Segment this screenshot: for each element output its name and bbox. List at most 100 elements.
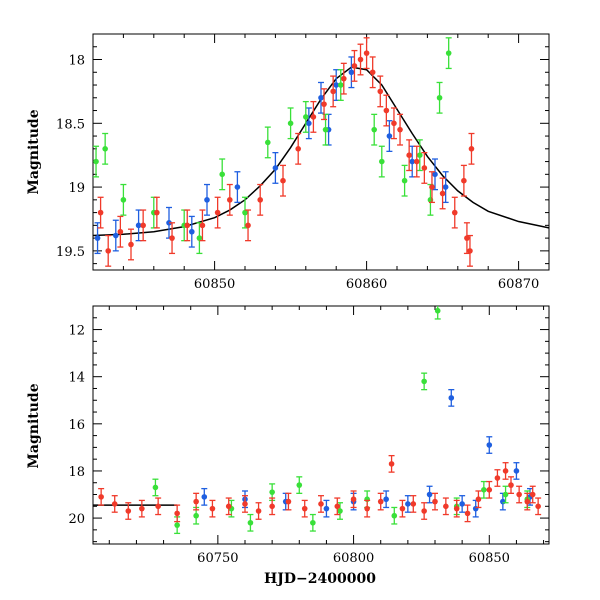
data-point-blue (318, 94, 324, 101)
data-point-red (155, 503, 161, 510)
data-point-red (295, 146, 302, 152)
data-point-red (383, 107, 390, 114)
data-point-red (524, 498, 531, 505)
data-point-green (196, 235, 203, 241)
y-tick-label: 14 (68, 371, 85, 386)
data-point-blue (323, 505, 330, 512)
data-point-red (174, 510, 180, 517)
y-tick-label: 16 (68, 418, 85, 433)
data-point-red (475, 496, 482, 503)
data-point-red (369, 69, 376, 76)
data-point-red (397, 126, 403, 133)
data-point-red (486, 487, 493, 493)
data-point-red (225, 503, 232, 510)
data-point-green (417, 152, 423, 158)
data-point-green (247, 519, 254, 526)
series-red (97, 37, 475, 267)
data-point-blue (94, 235, 101, 241)
data-point-green (303, 114, 309, 120)
data-point-red (453, 505, 460, 512)
data-point-red (214, 209, 221, 216)
data-point-red (429, 184, 435, 190)
data-point-red (184, 222, 191, 229)
data-point-blue (333, 82, 340, 88)
data-point-red (301, 505, 308, 512)
data-point-green (174, 522, 180, 528)
data-point-green (219, 171, 225, 178)
data-point-green (434, 307, 441, 314)
data-point-blue (383, 496, 389, 503)
data-point-blue (513, 468, 520, 474)
data-point-red (468, 146, 475, 152)
data-point-green (401, 177, 408, 184)
data-point-green (269, 489, 275, 495)
data-point-blue (405, 501, 411, 507)
data-point-red (318, 501, 324, 507)
y-tick-label: 12 (68, 324, 85, 339)
data-point-red (350, 496, 357, 503)
data-point-blue (500, 498, 506, 505)
data-point-red (227, 197, 233, 203)
data-point-red (105, 248, 111, 254)
data-point-blue (448, 395, 455, 401)
data-point-green (322, 126, 329, 133)
top-panel: 60850 60860 60870 18 18.5 19 19.5 Magnitude (26, 33, 550, 292)
data-point-blue (386, 133, 393, 139)
data-point-red (494, 475, 501, 481)
data-point-green (371, 126, 378, 133)
data-point-blue (204, 197, 210, 203)
data-point-green (152, 484, 159, 491)
data-point-red (461, 177, 467, 184)
data-point-red (464, 510, 471, 517)
data-point-red (117, 228, 124, 235)
y-tick-label: 18 (68, 54, 85, 69)
data-point-red (125, 508, 132, 514)
data-point-red (421, 508, 427, 514)
data-point-red (280, 177, 286, 184)
data-point-red (255, 508, 262, 514)
top-plot-area: 60850 60860 60870 18 18.5 19 19.5 (56, 33, 550, 292)
data-point-green (391, 512, 398, 519)
data-point-green (436, 94, 443, 101)
series-blue (94, 56, 449, 255)
y-tick-label: 19 (68, 181, 85, 196)
x-tick-label: 60800 (333, 551, 374, 566)
data-layer (93, 37, 549, 267)
x-tick-label: 60850 (194, 277, 235, 292)
data-point-blue (432, 171, 438, 178)
data-point-red (341, 75, 347, 82)
data-point-blue (486, 442, 493, 448)
data-point-green (445, 50, 452, 56)
bottom-xlabel: HJD−2400000 (264, 571, 376, 587)
data-point-red (439, 190, 446, 197)
data-point-green (337, 508, 343, 514)
data-point-green (502, 491, 509, 498)
x-tick-label: 60750 (197, 551, 238, 566)
data-point-blue (442, 184, 449, 190)
data-point-red (97, 209, 104, 216)
data-point-green (310, 519, 316, 526)
data-point-red (269, 503, 275, 510)
data-layer (93, 306, 542, 535)
top-ylabel: Magnitude (26, 109, 42, 194)
data-point-red (139, 505, 145, 512)
data-point-red (140, 222, 146, 229)
data-point-blue (306, 120, 312, 127)
data-point-red (391, 120, 397, 127)
data-point-green (120, 197, 127, 203)
data-point-blue (426, 491, 433, 498)
data-point-blue (189, 228, 195, 235)
y-tick-label: 18 (68, 465, 85, 480)
data-point-red (193, 498, 199, 505)
data-point-red (502, 468, 509, 474)
data-point-red (199, 222, 206, 229)
series-green (93, 37, 452, 255)
data-point-blue (135, 222, 142, 229)
data-point-red (406, 152, 412, 158)
x-tick-label: 60860 (346, 277, 387, 292)
data-point-red (535, 503, 541, 510)
data-point-red (242, 501, 248, 507)
data-point-blue (472, 505, 479, 512)
data-point-red (464, 235, 470, 241)
